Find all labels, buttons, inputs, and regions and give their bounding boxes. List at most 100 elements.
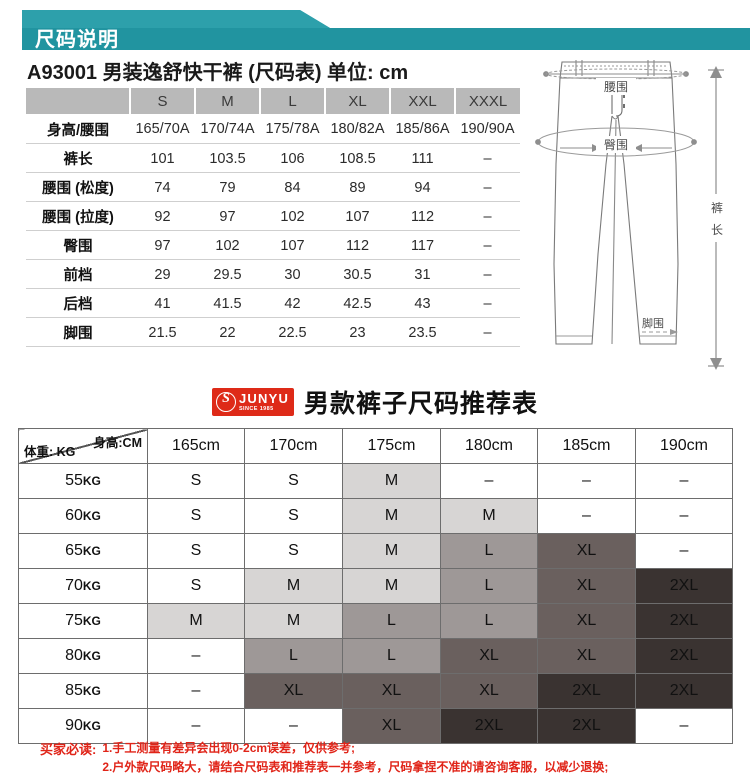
table-row: 裤长 101 103.5 106 108.5 111–	[26, 143, 520, 173]
spec-cell: 84	[260, 172, 325, 202]
recommend-cell: XL	[342, 708, 441, 744]
page-title: 尺码说明	[35, 29, 119, 51]
recommend-cell: L	[440, 533, 538, 569]
size-spec-table: S M L XL XXL XXXL 身高/腰围 165/70A 170/74A 175…	[26, 88, 520, 347]
recommend-cell: –	[244, 708, 343, 744]
spec-cell: 106	[260, 143, 325, 173]
recommend-weight-label: 75KG	[18, 603, 148, 639]
spec-cell: 21.5	[130, 317, 195, 347]
brand-heading-row: JUNYU SINCE 1985 男款裤子尺码推荐表	[0, 384, 750, 420]
recommend-cell: L	[244, 638, 343, 674]
spec-cell: –	[455, 288, 520, 318]
recommend-cell: M	[147, 603, 245, 639]
weight-unit: KG	[82, 544, 101, 558]
recommend-weight-label: 85KG	[18, 673, 148, 709]
recommend-cell: L	[342, 638, 441, 674]
recommend-col-190: 190cm	[635, 428, 733, 464]
recommend-cell: 2XL	[537, 673, 636, 709]
recommend-table-title: 男款裤子尺码推荐表	[303, 390, 538, 418]
spec-cell: 74	[130, 172, 195, 202]
recommend-cell: 2XL	[635, 603, 733, 639]
spec-cell: 42	[260, 288, 325, 318]
recommend-cell: XL	[537, 568, 636, 604]
table-row: 80KG – L L XL XL 2XL	[18, 638, 733, 674]
spec-cell: 102	[260, 201, 325, 231]
spec-cell: 112	[390, 201, 455, 231]
spec-cell: –	[455, 230, 520, 260]
weight-unit: KG	[82, 509, 101, 523]
weight-value: 60	[65, 507, 83, 524]
table-row: 90KG – – XL 2XL 2XL –	[18, 708, 733, 744]
size-recommendation-table: 身高:CM 体重: KG 165cm 170cm 175cm 180cm 185…	[18, 428, 733, 744]
recommend-col-175: 175cm	[342, 428, 441, 464]
buyer-notice-line-1: 1.手工测量有差异会出现0-2cm误差，仅供参考;	[102, 741, 356, 755]
junyu-logo-text: JUNYU SINCE 1985	[239, 392, 289, 413]
spec-cell: 97	[195, 201, 260, 231]
spec-cell: 22.5	[260, 317, 325, 347]
recommend-cell: 2XL	[440, 708, 538, 744]
recommend-cell: M	[440, 498, 538, 534]
spec-cell: 29	[130, 259, 195, 289]
spec-col-header-xl: XL	[325, 88, 391, 114]
table-row: 腰围 (拉度) 92 97 102 107 112–	[26, 201, 520, 231]
weight-unit: KG	[82, 579, 101, 593]
spec-cell: 107	[260, 230, 325, 260]
spec-cell: 101	[130, 143, 195, 173]
spec-row-label: 裤长	[26, 143, 130, 173]
buyer-notice-line-2: 2.户外款尺码略大，请结合尺码表和推荐表一并参考，尺码拿捏不准的请咨询客服，以减…	[102, 760, 609, 774]
spec-cell: 30.5	[325, 259, 390, 289]
weight-value: 85	[65, 682, 83, 699]
spec-cell: 107	[325, 201, 390, 231]
spec-row-label: 臀围	[26, 230, 130, 260]
hem-measure-arrow	[642, 329, 678, 335]
weight-unit: KG	[82, 649, 101, 663]
spec-col-header-s: S	[130, 88, 196, 114]
spec-cell: 94	[390, 172, 455, 202]
spec-header-row: S M L XL XXL XXXL	[26, 88, 520, 114]
recommend-col-165: 165cm	[147, 428, 245, 464]
recommend-cell: –	[537, 463, 636, 499]
spec-cell: 112	[325, 230, 390, 260]
recommend-cell: –	[635, 533, 733, 569]
weight-value: 90	[65, 717, 83, 734]
weight-value: 55	[65, 472, 83, 489]
spec-cell: 22	[195, 317, 260, 347]
table-row: 腰围 (松度) 74 79 84 89 94–	[26, 172, 520, 202]
recommend-cell: S	[244, 463, 343, 499]
recommend-header-row: 身高:CM 体重: KG 165cm 170cm 175cm 180cm 185…	[18, 428, 733, 464]
recommend-cell: 2XL	[537, 708, 636, 744]
spec-cell: 30	[260, 259, 325, 289]
junyu-logo-mark-icon	[215, 391, 236, 412]
spec-row-label: 脚围	[26, 317, 130, 347]
table-row: 前档 29 29.5 30 30.5 31–	[26, 259, 520, 289]
recommend-cell: –	[537, 498, 636, 534]
recommend-cell: L	[342, 603, 441, 639]
spec-cell: –	[455, 317, 520, 347]
recommend-corner-cell: 身高:CM 体重: KG	[18, 428, 148, 464]
spec-cell: 165/70A	[130, 114, 195, 144]
recommend-cell: –	[147, 708, 245, 744]
spec-cell: 23	[325, 317, 390, 347]
spec-col-header-m: M	[195, 88, 261, 114]
weight-unit: KG	[82, 474, 101, 488]
spec-cell: 102	[195, 230, 260, 260]
weight-value: 80	[65, 647, 83, 664]
spec-cell: 79	[195, 172, 260, 202]
spec-row-label: 身高/腰围	[26, 114, 130, 144]
hip-label: 臀围	[604, 138, 628, 152]
table-row: 70KG S M M L XL 2XL	[18, 568, 733, 604]
table-row: 身高/腰围 165/70A 170/74A 175/78A 180/82A 185/86A…	[26, 114, 520, 144]
spec-cell: 190/90A	[455, 114, 520, 144]
table-row: 脚围 21.5 22 22.5 23 23.5–	[26, 317, 520, 347]
spec-cell: 185/86A	[390, 114, 455, 144]
buyer-notice: 买家必读: 1.手工测量有差异会出现0-2cm误差，仅供参考; 2.户外款尺码略…	[40, 739, 608, 775]
recommend-cell: XL	[342, 673, 441, 709]
spec-cell: 103.5	[195, 143, 260, 173]
recommend-cell: XL	[440, 638, 538, 674]
recommend-cell: XL	[537, 638, 636, 674]
weight-value: 75	[65, 612, 83, 629]
spec-cell: –	[455, 172, 520, 202]
spec-cell: 31	[390, 259, 455, 289]
spec-row-label: 前档	[26, 259, 130, 289]
weight-unit: KG	[82, 719, 101, 733]
